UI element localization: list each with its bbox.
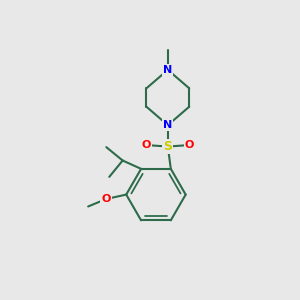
- Text: O: O: [184, 140, 194, 150]
- Text: N: N: [163, 120, 172, 130]
- Text: O: O: [142, 140, 151, 150]
- Text: O: O: [101, 194, 111, 204]
- Text: N: N: [163, 65, 172, 75]
- Text: S: S: [163, 140, 172, 153]
